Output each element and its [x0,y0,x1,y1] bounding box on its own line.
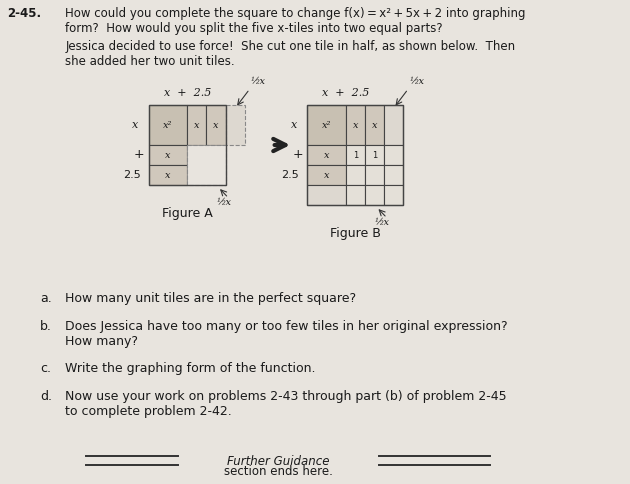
Bar [149,105,226,185]
Text: x: x [291,120,297,130]
Text: d.: d. [40,390,52,403]
Text: x: x [194,121,200,130]
Text: x: x [324,170,329,180]
Bar [365,105,384,145]
Bar [346,145,365,165]
Text: c.: c. [40,362,51,375]
Text: Figure A: Figure A [162,207,213,220]
Bar [384,165,403,185]
Text: x: x [372,121,377,130]
Bar [346,105,365,145]
Text: ½x: ½x [409,77,424,86]
Text: Figure B: Figure B [330,227,381,240]
Text: Does Jessica have too many or too few tiles in her original expression?
How many: Does Jessica have too many or too few ti… [66,320,508,348]
Text: +: + [134,149,144,162]
Bar [187,145,226,185]
Text: x: x [165,151,171,160]
Bar [149,145,187,165]
Bar [365,185,384,205]
Text: How could you complete the square to change f(x) = x² + 5x + 2 into graphing
for: How could you complete the square to cha… [66,7,526,35]
Text: ½x: ½x [216,198,231,207]
Text: ½x: ½x [375,218,390,227]
Text: x: x [353,121,358,130]
Text: +: + [292,149,303,162]
Bar [307,105,403,205]
Text: x²: x² [163,121,173,130]
Text: 2.5: 2.5 [281,170,299,180]
Text: a.: a. [40,292,52,305]
Bar [384,145,403,165]
Bar [207,105,226,145]
Text: x: x [324,151,329,160]
Text: 1: 1 [372,151,377,160]
Bar [384,105,403,145]
Text: x  +  2.5: x + 2.5 [322,88,369,98]
Text: x: x [132,120,139,130]
Text: Write the graphing form of the function.: Write the graphing form of the function. [66,362,316,375]
Text: 2.5: 2.5 [123,170,140,180]
Text: x: x [165,170,171,180]
Text: How many unit tiles are in the perfect square?: How many unit tiles are in the perfect s… [66,292,357,305]
Text: 1: 1 [353,151,358,160]
Bar [365,145,384,165]
Text: section ends here.: section ends here. [224,465,333,478]
Bar [187,105,207,145]
Bar [149,165,187,185]
Bar [307,165,346,185]
Text: ½x: ½x [251,77,266,86]
Text: x: x [214,121,219,130]
Bar [307,185,346,205]
Text: 2-45.: 2-45. [7,7,41,20]
Bar [346,185,365,205]
Text: Now use your work on problems 2-43 through part (b) of problem 2-45
to complete : Now use your work on problems 2-43 throu… [66,390,507,418]
Bar [149,105,187,145]
Bar [365,165,384,185]
Text: x²: x² [322,121,331,130]
Bar [226,105,245,145]
Text: Jessica decided to use force!  She cut one tile in half, as shown below.  Then
s: Jessica decided to use force! She cut on… [66,40,515,68]
Text: x  +  2.5: x + 2.5 [164,88,211,98]
Bar [384,185,403,205]
Text: b.: b. [40,320,52,333]
Bar [346,165,365,185]
Bar [307,105,346,145]
Text: Further Guidance: Further Guidance [227,455,329,468]
Bar [307,145,346,165]
